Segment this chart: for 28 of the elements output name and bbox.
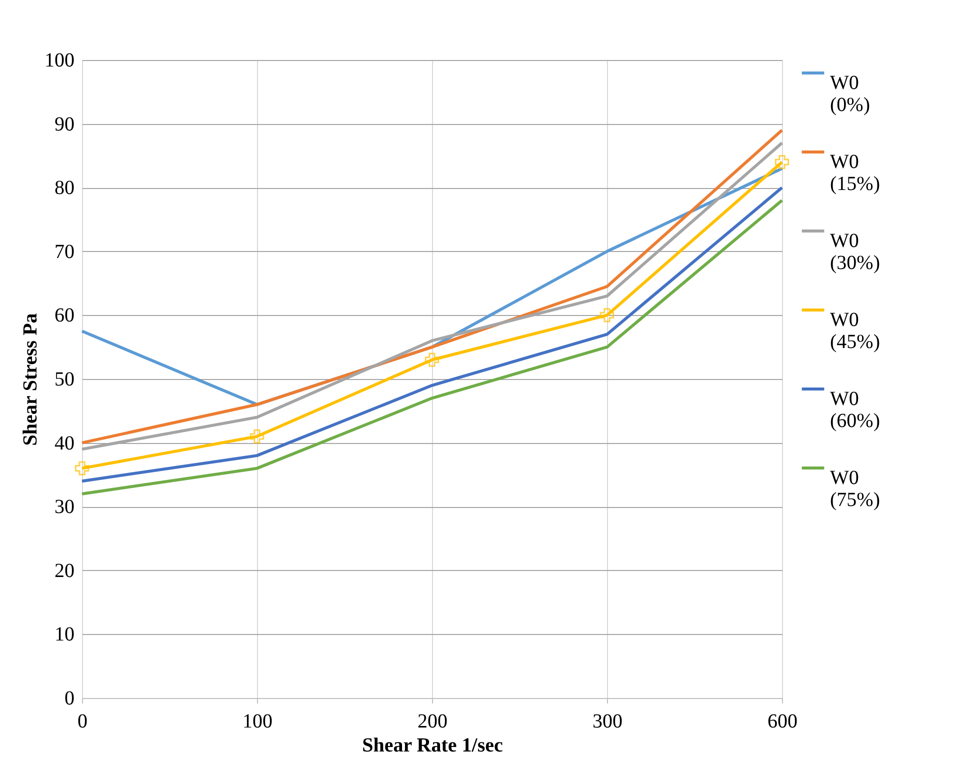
legend-label: W0 (75%) — [830, 467, 880, 511]
y-tick-label: 0 — [64, 688, 74, 710]
y-tick-label: 80 — [54, 177, 74, 200]
x-axis-title: Shear Rate 1/sec — [362, 734, 503, 756]
point — [424, 352, 440, 367]
legend-label: W0 (0%) — [830, 72, 870, 116]
y-tick-label: 30 — [54, 496, 74, 518]
y-tick-label: 100 — [44, 50, 74, 72]
y-tick-label: 10 — [54, 624, 74, 646]
y-tick-label: 70 — [54, 240, 74, 263]
legend-label: W0 (60%) — [830, 388, 880, 432]
x-tick-label: 100 — [242, 710, 272, 732]
y-tick-label: 90 — [54, 113, 74, 136]
y-tick-label: 50 — [54, 368, 74, 390]
x-tick-label: 300 — [592, 710, 622, 732]
y-axis-title: Shear Stress Pa — [20, 313, 42, 446]
point — [774, 155, 790, 170]
point — [74, 461, 90, 476]
y-tick-label: 40 — [54, 432, 74, 454]
x-tick-label: 200 — [418, 710, 448, 732]
legend-label: W0 (45%) — [830, 309, 880, 353]
x-tick-label: 600 — [768, 710, 798, 732]
y-tick-label: 60 — [54, 304, 74, 327]
legend-label: W0 (30%) — [830, 230, 880, 274]
point — [250, 429, 264, 444]
y-tick-label: 20 — [54, 560, 74, 582]
legend-label: W0 (15%) — [830, 151, 880, 195]
point — [600, 308, 614, 322]
